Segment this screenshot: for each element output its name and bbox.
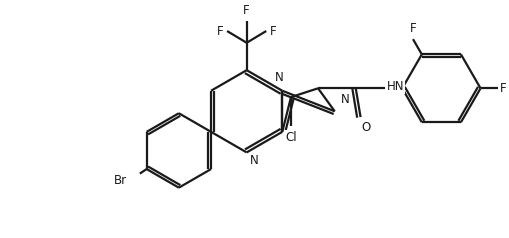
Text: Cl: Cl xyxy=(285,131,296,144)
Text: N: N xyxy=(274,71,283,84)
Text: HN: HN xyxy=(386,80,403,93)
Text: O: O xyxy=(360,121,370,134)
Text: F: F xyxy=(270,25,276,38)
Text: F: F xyxy=(243,4,249,17)
Text: F: F xyxy=(499,82,506,95)
Text: N: N xyxy=(249,154,258,167)
Text: F: F xyxy=(409,22,415,35)
Text: N: N xyxy=(340,93,349,106)
Text: F: F xyxy=(216,25,223,38)
Text: Br: Br xyxy=(114,174,127,187)
